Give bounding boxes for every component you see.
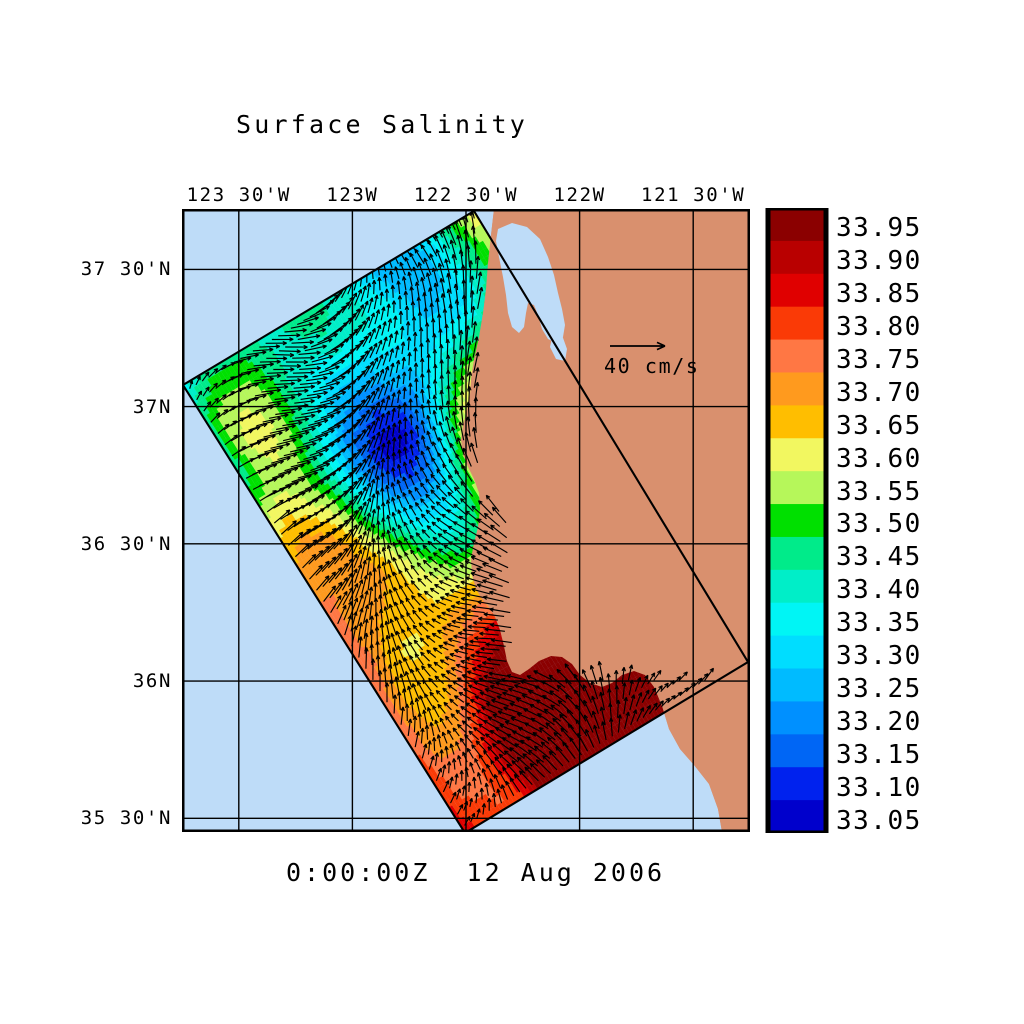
colorbar-label-18: 33.05 <box>836 805 922 836</box>
colorbar-label-7: 33.60 <box>836 443 922 474</box>
lat-tick-3: 36N <box>132 670 172 693</box>
colorbar-swatch-3 <box>768 306 826 341</box>
colorbar-swatch-0 <box>768 208 826 242</box>
lon-tick-0: 123 30'W <box>186 184 291 206</box>
colorbar-swatch-17 <box>768 767 826 801</box>
colorbar-swatch-7 <box>768 438 826 472</box>
colorbar-swatch-2 <box>768 273 826 308</box>
bay-south-arm-overlay <box>550 329 567 361</box>
lon-tick-3: 122W <box>553 184 606 206</box>
colorbar-label-3: 33.80 <box>836 312 922 343</box>
vector-scale-legend: 40 cm/s <box>604 341 700 378</box>
colorbar-swatch-1 <box>768 240 826 275</box>
lat-tick-1: 37N <box>132 395 172 418</box>
land-mass-overlay <box>461 209 750 832</box>
colorbar-label-14: 33.25 <box>836 673 922 704</box>
colorbar-swatch-6 <box>768 405 826 439</box>
colorbar-swatch-8 <box>768 471 826 505</box>
colorbar-label-12: 33.35 <box>836 608 922 639</box>
lat-tick-2: 36 30'N <box>80 532 172 555</box>
map-panel[interactable]: 40 cm/s <box>182 209 750 832</box>
colorbar-swatch-4 <box>768 339 826 374</box>
lon-tick-2: 122 30'W <box>413 184 519 206</box>
colorbar-swatch-15 <box>768 701 826 735</box>
colorbar-label-6: 33.65 <box>836 410 922 441</box>
colorbar[interactable] <box>765 208 829 833</box>
colorbar-swatch-11 <box>768 569 826 604</box>
colorbar-label-4: 33.75 <box>836 344 922 375</box>
colorbar-label-9: 33.50 <box>836 509 922 540</box>
colorbar-swatches[interactable] <box>765 208 829 833</box>
graticule <box>182 209 750 832</box>
reference-arrow-label: 40 cm/s <box>604 354 700 378</box>
colorbar-swatch-12 <box>768 602 826 637</box>
lat-tick-4: 35 30'N <box>80 807 172 830</box>
colorbar-label-17: 33.10 <box>836 772 922 803</box>
colorbar-label-8: 33.55 <box>836 476 922 507</box>
colorbar-swatch-10 <box>768 536 826 571</box>
lon-tick-1: 123W <box>326 184 379 206</box>
current-vectors <box>189 211 715 826</box>
colorbar-label-15: 33.20 <box>836 706 922 737</box>
colorbar-swatch-14 <box>768 668 826 703</box>
colorbar-swatch-16 <box>768 734 826 768</box>
colorbar-swatch-5 <box>768 372 826 406</box>
colorbar-label-11: 33.40 <box>836 575 922 606</box>
model-domain-outline <box>182 209 750 832</box>
colorbar-label-13: 33.30 <box>836 641 922 672</box>
colorbar-swatch-18 <box>768 800 826 833</box>
page-title: Surface Salinity <box>236 110 529 139</box>
colorbar-label-16: 33.15 <box>836 739 922 770</box>
map-canvas[interactable]: 40 cm/s <box>182 209 750 832</box>
colorbar-label-5: 33.70 <box>836 377 922 408</box>
lat-tick-0: 37 30'N <box>80 258 172 281</box>
colorbar-label-2: 33.85 <box>836 279 922 310</box>
colorbar-swatch-9 <box>768 504 826 538</box>
colorbar-border <box>765 208 829 833</box>
colorbar-label-10: 33.45 <box>836 542 922 573</box>
colorbar-label-0: 33.95 <box>836 213 922 244</box>
lon-tick-4: 121 30'W <box>641 184 746 206</box>
timestamp-label: 0:00:00Z 12 Aug 2006 <box>286 858 666 887</box>
san-francisco-bay-overlay <box>496 223 565 343</box>
reference-arrow-icon <box>610 341 666 351</box>
colorbar-label-1: 33.90 <box>836 246 922 277</box>
colorbar-swatch-13 <box>768 635 826 670</box>
